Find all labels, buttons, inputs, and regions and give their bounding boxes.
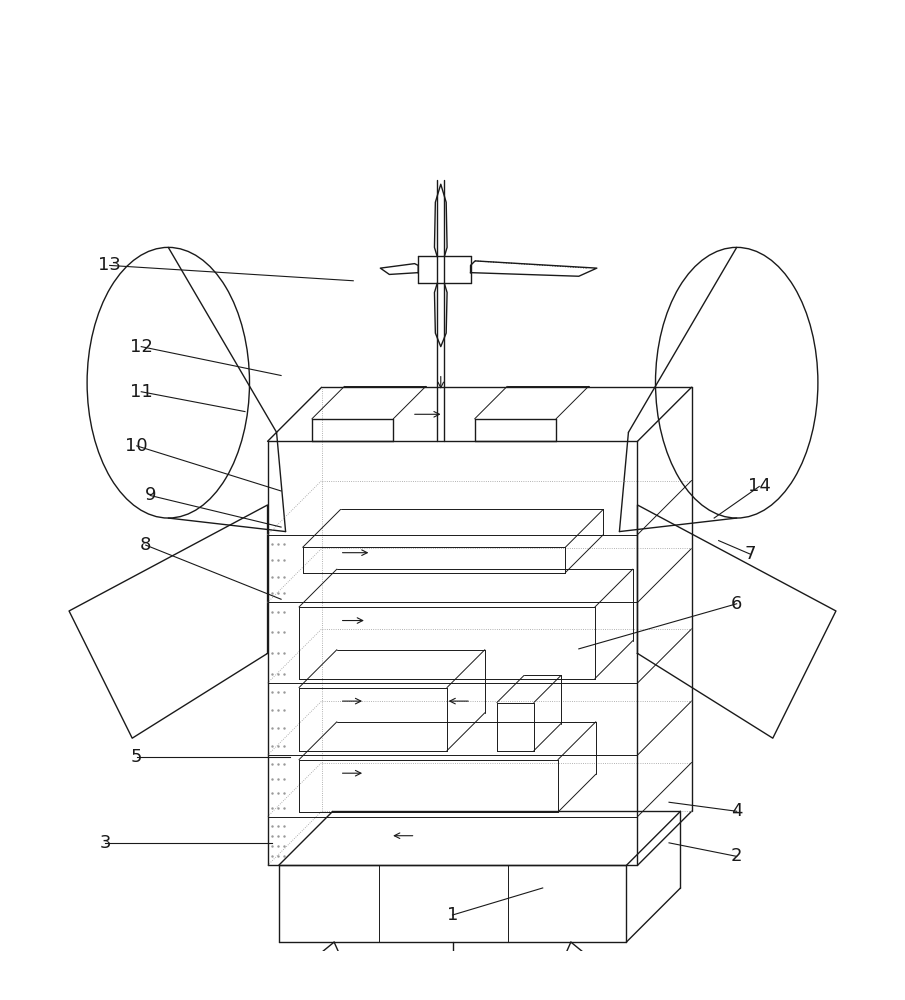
- Text: 1: 1: [447, 906, 458, 924]
- Text: 10: 10: [126, 437, 148, 455]
- Text: 11: 11: [129, 383, 153, 401]
- Text: 9: 9: [145, 486, 156, 504]
- Text: 4: 4: [731, 802, 742, 820]
- Text: 13: 13: [99, 256, 121, 274]
- Text: 14: 14: [748, 477, 771, 495]
- Polygon shape: [425, 958, 480, 983]
- Text: 6: 6: [731, 595, 742, 613]
- Text: 5: 5: [131, 748, 142, 766]
- Text: 7: 7: [745, 545, 756, 563]
- Text: 3: 3: [100, 834, 111, 852]
- Text: 2: 2: [731, 847, 742, 865]
- Polygon shape: [553, 960, 634, 983]
- Polygon shape: [271, 960, 352, 983]
- Text: 8: 8: [140, 536, 151, 554]
- Text: 12: 12: [129, 338, 153, 356]
